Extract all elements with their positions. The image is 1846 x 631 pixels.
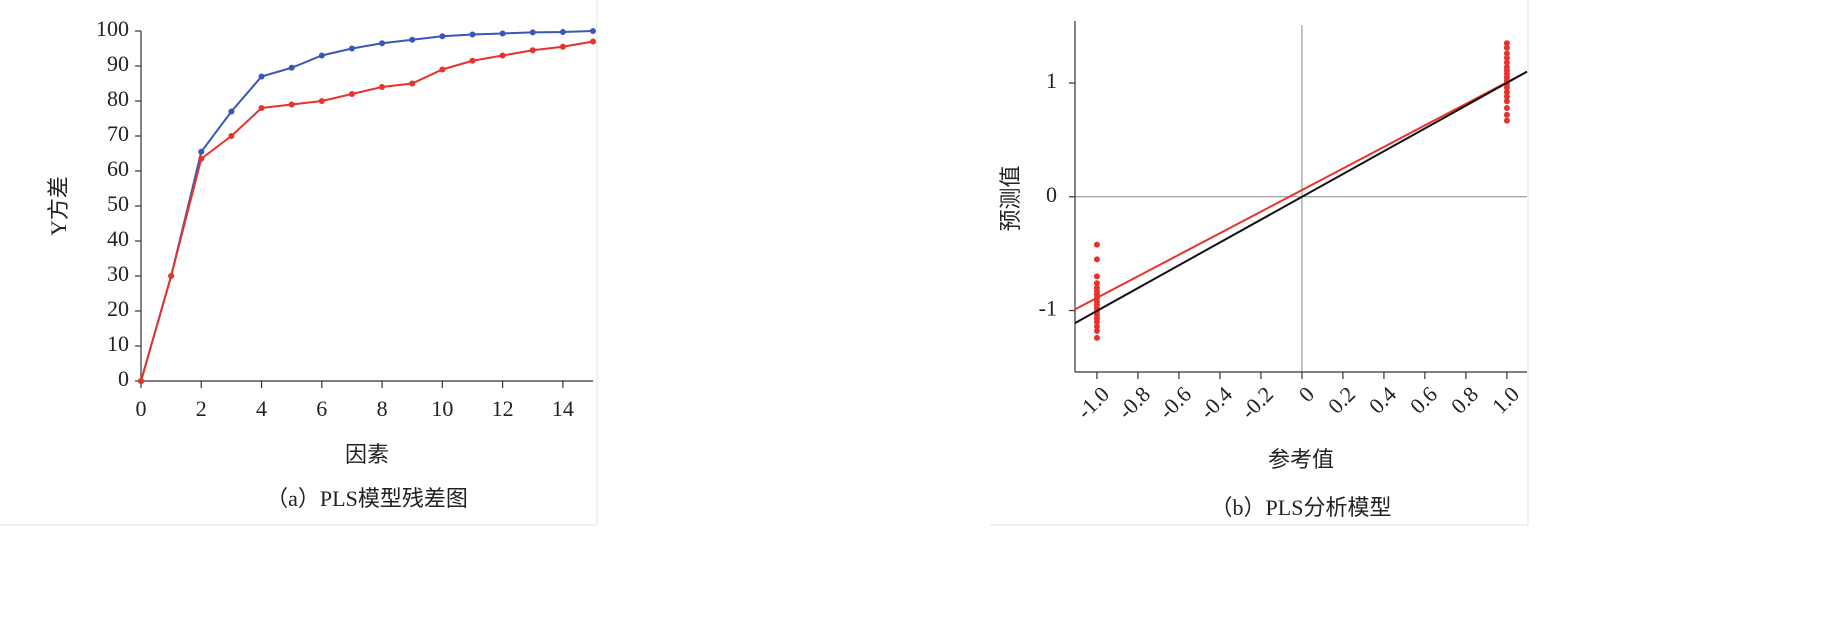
- point-marker: [499, 52, 506, 59]
- x-axis-label: 参考值: [1268, 447, 1334, 472]
- point-marker: [529, 47, 536, 54]
- x-tick-label: -0.2: [1236, 381, 1278, 423]
- scatter-point: [1093, 323, 1100, 330]
- y-tick-label: -1: [1039, 296, 1057, 321]
- scatter-point: [1093, 241, 1100, 248]
- x-tick-label: -1.0: [1072, 381, 1114, 423]
- point-marker: [348, 91, 355, 97]
- point-marker: [288, 101, 295, 108]
- scatter-point: [1503, 59, 1510, 66]
- x-tick-label: 0: [136, 396, 147, 421]
- series-line: [140, 40, 594, 382]
- scatter-point: [1503, 64, 1510, 71]
- x-tick-label: 14: [552, 396, 574, 421]
- x-tick-label: 1.0: [1487, 381, 1524, 418]
- scatter-point: [1503, 111, 1510, 118]
- y-tick-label: 1: [1046, 68, 1057, 93]
- x-tick-label: 0.8: [1446, 381, 1483, 418]
- x-tick-label: 6: [316, 396, 327, 421]
- y-tick-label: 90: [107, 51, 129, 76]
- y-tick-label: 70: [107, 121, 129, 146]
- point-marker: [439, 66, 446, 73]
- scatter-point: [1503, 44, 1510, 51]
- point-marker: [439, 33, 446, 40]
- y-tick-label: 50: [107, 191, 129, 216]
- point-marker: [379, 40, 386, 47]
- scatter-point: [1093, 328, 1100, 335]
- point-marker: [318, 98, 325, 104]
- y-tick-label: 40: [107, 226, 129, 251]
- point-marker: [138, 378, 144, 384]
- point-marker: [409, 36, 416, 43]
- y-tick-label: 80: [107, 86, 129, 111]
- scatter-point: [1503, 98, 1510, 105]
- scatter-point: [1503, 93, 1510, 100]
- point-marker: [409, 80, 416, 87]
- x-tick-label: 8: [377, 396, 388, 421]
- scatter-point: [1503, 40, 1510, 47]
- point-marker: [529, 29, 536, 36]
- point-marker: [379, 84, 386, 90]
- point-marker: [559, 29, 566, 36]
- x-tick-label: 2: [196, 396, 207, 421]
- caption: （a）PLS模型残差图: [266, 486, 468, 511]
- scatter-point: [1503, 105, 1510, 112]
- scatter-point: [1503, 50, 1510, 57]
- x-tick-label: -0.8: [1113, 381, 1155, 423]
- x-tick-label: 0.2: [1323, 381, 1360, 418]
- scatter-point: [1093, 334, 1100, 341]
- x-axis-label: 因素: [345, 442, 389, 467]
- caption: （b）PLS分析模型: [1211, 495, 1392, 520]
- x-tick-label: 10: [431, 396, 453, 421]
- y-tick-label: 20: [107, 296, 129, 321]
- y-axis-label: 预测值: [998, 165, 1023, 231]
- point-marker: [288, 64, 295, 71]
- point-marker: [228, 108, 235, 115]
- point-marker: [228, 133, 235, 139]
- x-tick-label: 0.4: [1364, 381, 1401, 418]
- point-marker: [198, 155, 205, 162]
- point-marker: [198, 148, 205, 155]
- point-marker: [318, 52, 325, 59]
- point-marker: [590, 28, 596, 34]
- scatter-point: [1503, 117, 1510, 124]
- y-axis-label: Y方差: [46, 176, 71, 236]
- point-marker: [168, 273, 175, 279]
- y-tick-label: 100: [96, 16, 129, 41]
- x-tick-label: 4: [256, 396, 267, 421]
- x-tick-label: 12: [492, 396, 514, 421]
- scatter-point: [1093, 284, 1100, 291]
- point-marker: [258, 73, 265, 80]
- point-marker: [469, 31, 476, 38]
- y-tick-label: 0: [118, 366, 129, 391]
- series-line: [1074, 70, 1528, 324]
- point-marker: [559, 43, 566, 50]
- point-marker: [258, 105, 265, 111]
- scatter-point: [1093, 280, 1100, 287]
- scatter-point: [1093, 256, 1100, 263]
- series-line: [140, 30, 594, 382]
- x-tick-label: -0.6: [1154, 381, 1196, 423]
- point-marker: [499, 30, 506, 37]
- y-tick-label: 0: [1046, 182, 1057, 207]
- series-line: [1074, 70, 1528, 311]
- point-marker: [348, 45, 355, 52]
- y-tick-label: 10: [107, 331, 129, 356]
- scatter-point: [1093, 273, 1100, 280]
- x-tick-label: -0.4: [1195, 381, 1237, 423]
- x-tick-label: 0: [1294, 381, 1319, 406]
- y-tick-label: 30: [107, 261, 129, 286]
- point-marker: [469, 57, 476, 64]
- point-marker: [590, 38, 596, 45]
- x-tick-label: 0.6: [1405, 381, 1442, 418]
- scatter-point: [1503, 54, 1510, 61]
- y-tick-label: 60: [107, 156, 129, 181]
- scatter-point: [1503, 89, 1510, 96]
